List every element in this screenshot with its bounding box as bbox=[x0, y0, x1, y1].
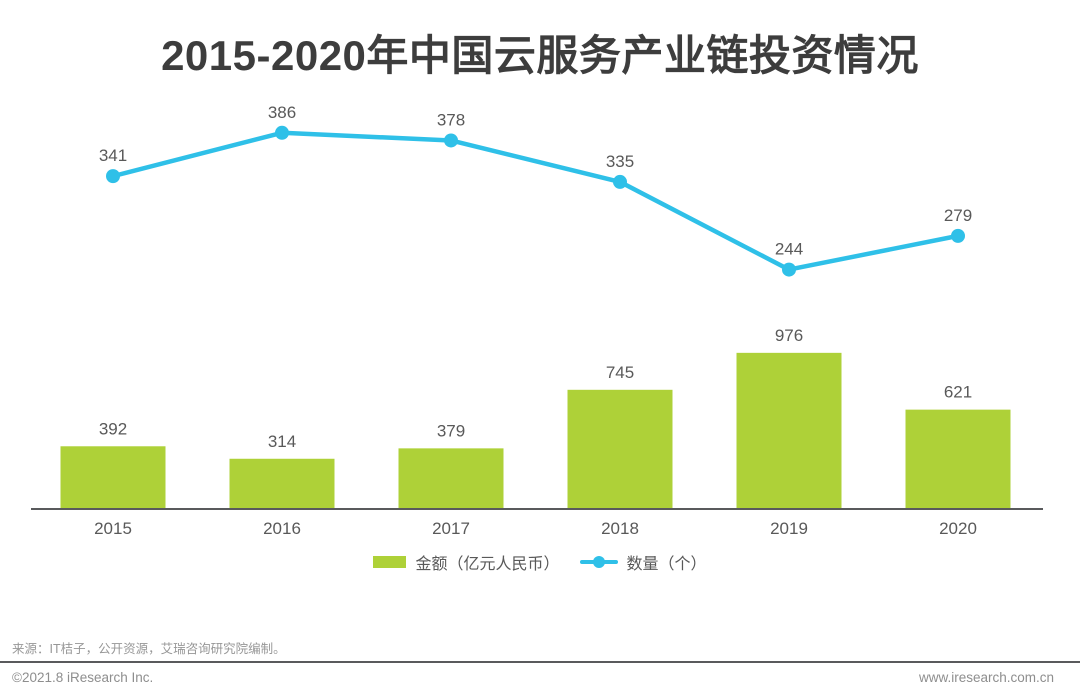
line-point bbox=[613, 174, 627, 189]
legend-item-amount: 金额（亿元人民币） bbox=[373, 550, 560, 574]
legend-line-dot-icon bbox=[579, 555, 618, 569]
line-value-label: 386 bbox=[268, 103, 296, 122]
bar bbox=[60, 446, 166, 509]
footer-bar: ©2021.8 iResearch Inc. www.iresearch.com… bbox=[12, 670, 1054, 685]
bar bbox=[398, 448, 504, 509]
x-axis-label: 2017 bbox=[432, 519, 470, 538]
bar-value-label: 314 bbox=[268, 432, 296, 451]
line-point bbox=[275, 125, 289, 140]
bar bbox=[567, 389, 673, 509]
footer-separator-line bbox=[0, 661, 1080, 663]
bar bbox=[905, 409, 1011, 509]
legend-line-dot bbox=[592, 556, 605, 568]
line-point bbox=[444, 133, 458, 148]
legend-item-quantity: 数量（个） bbox=[579, 550, 707, 574]
quantity-line bbox=[110, 130, 961, 272]
x-axis-label: 2016 bbox=[263, 519, 301, 538]
line-value-label: 378 bbox=[437, 110, 465, 129]
line-point bbox=[951, 228, 965, 243]
bar-value-label: 392 bbox=[99, 419, 127, 438]
copyright-text: ©2021.8 iResearch Inc. bbox=[12, 670, 154, 685]
legend-bar-swatch-icon bbox=[373, 556, 407, 568]
x-axis-label: 2018 bbox=[601, 519, 639, 538]
chart-legend: 金额（亿元人民币） 数量（个） bbox=[0, 550, 1080, 574]
source-note: 来源：IT桔子，公开资源，艾瑞咨询研究院编制。 bbox=[12, 642, 286, 656]
line-point bbox=[782, 262, 796, 277]
bar-value-label: 976 bbox=[775, 326, 803, 345]
website-link[interactable]: www.iresearch.com.cn bbox=[918, 670, 1054, 685]
bar-value-label: 621 bbox=[944, 383, 972, 402]
bar bbox=[229, 458, 335, 509]
x-axis-label: 2015 bbox=[94, 519, 132, 538]
x-axis-label: 2020 bbox=[939, 519, 977, 538]
chart-title: 2015-2020年中国云服务产业链投资情况 bbox=[161, 32, 919, 79]
legend-label: 金额（亿元人民币） bbox=[415, 556, 560, 573]
line-point bbox=[106, 169, 120, 184]
line-value-label: 279 bbox=[944, 206, 972, 225]
line-value-label: 341 bbox=[99, 146, 127, 165]
legend-label: 数量（个） bbox=[626, 556, 707, 573]
line-value-label: 244 bbox=[775, 240, 803, 259]
bar bbox=[736, 352, 842, 509]
bar-value-label: 745 bbox=[606, 363, 634, 382]
x-axis-label: 2019 bbox=[770, 519, 808, 538]
line-value-label: 335 bbox=[606, 152, 634, 171]
bar-value-label: 379 bbox=[437, 421, 465, 440]
